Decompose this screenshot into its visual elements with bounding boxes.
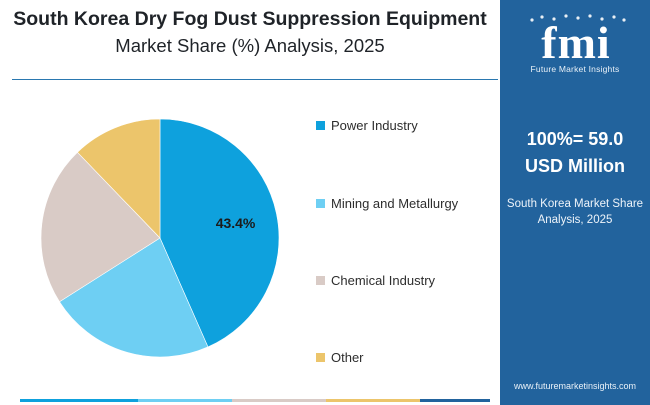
bottom-bar-segment: [137, 399, 232, 402]
info-sidebar: fmi Future Market Insights 100%= 59.0 US…: [500, 0, 650, 405]
legend-swatch: [316, 276, 325, 285]
sidebar-description-line-1: South Korea Market Share: [506, 198, 644, 210]
title-divider: [12, 79, 498, 80]
fmi-logo: fmi Future Market Insights: [514, 12, 636, 78]
chart-legend: Power Industry Mining and Metallurgy Chemi…: [316, 0, 506, 405]
sidebar-description: South Korea Market Share Analysis, 2025: [500, 196, 650, 228]
legend-item: Chemical Industry: [316, 273, 435, 288]
legend-label: Other: [331, 350, 364, 365]
market-total-value: 100%= 59.0: [526, 129, 624, 149]
legend-swatch: [316, 199, 325, 208]
bottom-bar-segment: [419, 399, 490, 402]
fmi-logo-subtitle: Future Market Insights: [530, 64, 620, 74]
chart-title-line-1: South Korea Dry Fog Dust Suppression Equ…: [13, 8, 487, 30]
legend-label: Mining and Metallurgy: [331, 196, 459, 211]
sidebar-description-line-2: Analysis, 2025: [537, 214, 613, 226]
legend-item: Mining and Metallurgy: [316, 196, 458, 211]
bottom-color-bar: [20, 399, 490, 402]
market-total: 100%= 59.0 USD Million: [500, 126, 650, 180]
legend-label: Power Industry: [331, 118, 418, 133]
legend-item: Other: [316, 350, 364, 365]
chart-title: South Korea Dry Fog Dust Suppression Equ…: [0, 6, 500, 60]
fmi-logo-text: fmi: [541, 17, 610, 64]
legend-swatch: [316, 121, 325, 130]
fmi-logo-mark: fmi: [530, 14, 626, 64]
legend-label: Chemical Industry: [331, 273, 436, 288]
legend-swatch: [316, 353, 325, 362]
pie-slice-power-industry: [159, 118, 280, 348]
bottom-bar-segment: [20, 399, 138, 402]
bottom-bar-segment: [325, 399, 420, 402]
pie-slice-other: [77, 118, 161, 239]
legend-item: Power Industry: [316, 118, 418, 133]
pie-slice-chemical-industry: [40, 151, 161, 303]
website-url[interactable]: www.futuremarketinsights.com: [513, 381, 637, 391]
bottom-bar-segment: [231, 399, 326, 402]
pie-chart: 43.4%: [40, 118, 280, 358]
pie-slice-mining-and-metallurgy: [59, 237, 209, 358]
pie-slice-value-label: 43.4%: [216, 215, 256, 231]
market-total-unit: USD Million: [525, 156, 625, 176]
chart-title-line-2: Market Share (%) Analysis, 2025: [115, 35, 385, 56]
